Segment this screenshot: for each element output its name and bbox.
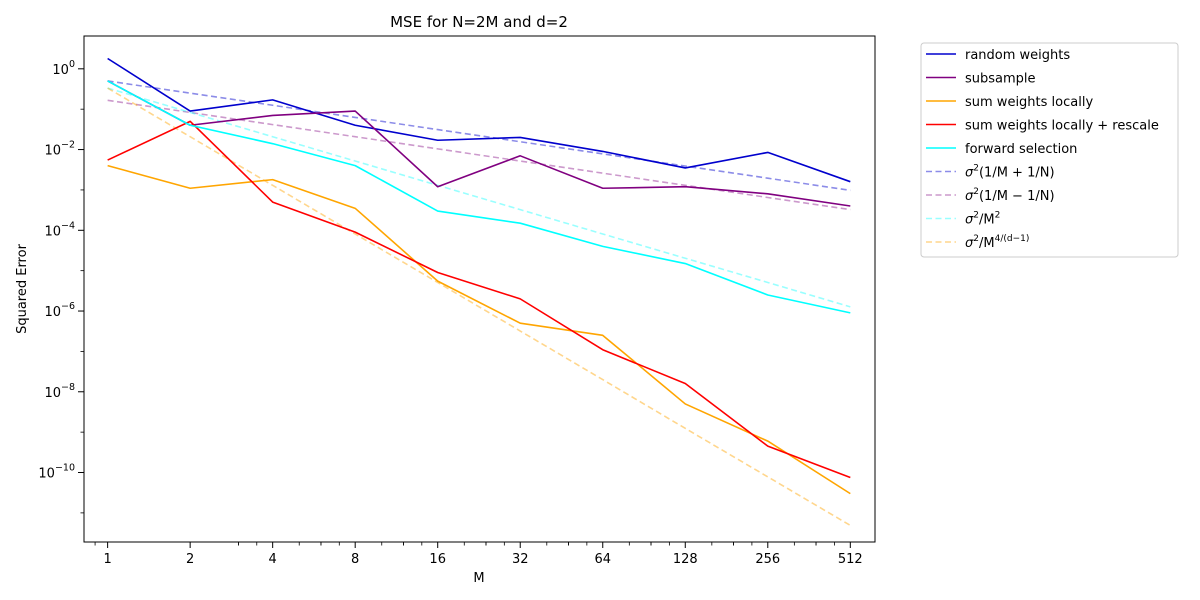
legend-label: σ2/M4/(d−1) <box>965 234 1029 251</box>
series-line-0 <box>107 57 851 183</box>
series-line-2 <box>107 164 851 495</box>
x-tick-label: 32 <box>512 552 529 567</box>
plot-frame <box>83 35 876 543</box>
legend-label: σ2(1/M + 1/N) <box>965 164 1055 181</box>
x-tick-label: 8 <box>351 552 359 567</box>
x-tick-label: 256 <box>755 552 780 567</box>
legend-label: subsample <box>965 72 1036 87</box>
legend-label: random weights <box>965 48 1070 63</box>
y-tick-exponent: −2 <box>61 140 75 151</box>
series-line-8 <box>107 87 851 527</box>
y-tick-label: 10−10 <box>38 463 75 482</box>
y-tick-base: 10 <box>44 224 61 239</box>
x-tick-label: 4 <box>269 552 277 567</box>
legend-label: sum weights locally <box>965 95 1093 110</box>
series-line-7 <box>107 87 851 308</box>
series-line-5 <box>107 80 851 192</box>
series-line-6 <box>107 99 851 211</box>
y-tick-base: 10 <box>38 467 55 482</box>
legend-label: σ2/M2 <box>965 211 1000 228</box>
x-tick-label: 64 <box>594 552 611 567</box>
legend-frame <box>920 42 1179 258</box>
y-tick-label: 10−6 <box>44 301 75 320</box>
y-tick-exponent: −8 <box>61 382 75 393</box>
x-tick-label: 128 <box>673 552 698 567</box>
y-tick-exponent: −4 <box>61 220 75 231</box>
y-tick-exponent: −10 <box>55 463 75 474</box>
x-tick-label: 16 <box>429 552 446 567</box>
chart-title: MSE for N=2M and d=2 <box>390 13 568 31</box>
y-tick-label: 100 <box>52 59 75 78</box>
y-tick-label: 10−8 <box>44 382 75 401</box>
plot-area <box>83 35 876 543</box>
y-tick-exponent: 0 <box>69 59 75 70</box>
y-tick-exponent: −6 <box>61 301 75 312</box>
x-tick-label: 2 <box>186 552 194 567</box>
x-tick-label: 512 <box>838 552 863 567</box>
y-tick-base: 10 <box>52 63 69 78</box>
y-tick-base: 10 <box>44 144 61 159</box>
legend: random weights subsample sum weights local… <box>920 42 1179 258</box>
series-lines <box>107 57 851 527</box>
y-tick-base: 10 <box>44 386 61 401</box>
series-line-1 <box>107 80 851 207</box>
x-axis-label: M <box>473 571 484 586</box>
series-line-4 <box>107 80 851 314</box>
y-tick-label: 10−2 <box>44 140 75 159</box>
x-tick-label: 1 <box>103 552 111 567</box>
x-axis: 1 2 4 8 16 32 64 128 256 512 <box>94 542 863 567</box>
legend-label: forward selection <box>965 142 1077 157</box>
y-tick-base: 10 <box>44 305 61 320</box>
legend-label: σ2(1/M − 1/N) <box>965 187 1055 204</box>
legend-label: sum weights locally + rescale <box>965 119 1159 134</box>
series-line-3 <box>107 120 851 479</box>
y-axis-label: Squared Error <box>15 243 30 333</box>
y-tick-label: 10−4 <box>44 220 75 239</box>
